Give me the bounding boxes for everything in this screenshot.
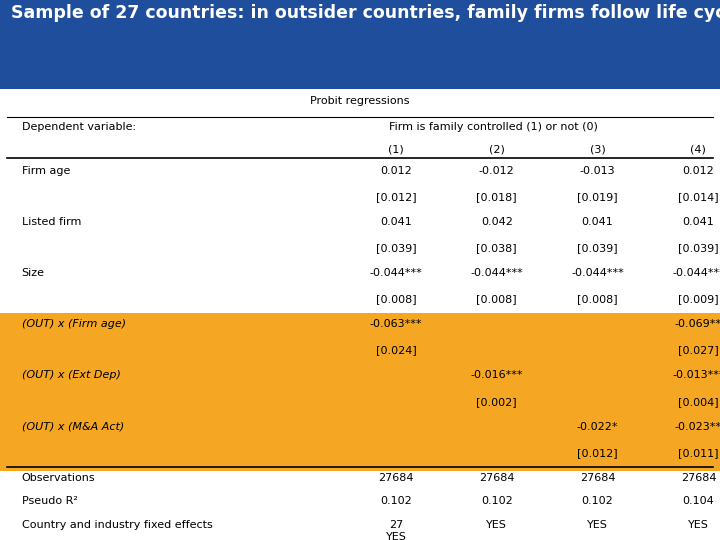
Text: (4): (4) bbox=[690, 144, 706, 154]
Text: 0.041: 0.041 bbox=[380, 217, 412, 227]
Text: [0.012]: [0.012] bbox=[577, 448, 618, 458]
Text: [0.038]: [0.038] bbox=[477, 243, 517, 253]
Text: [0.012]: [0.012] bbox=[376, 192, 416, 202]
Text: Observations: Observations bbox=[22, 473, 95, 483]
Text: YES: YES bbox=[487, 520, 507, 530]
Text: (2): (2) bbox=[489, 144, 505, 154]
Text: (OUT) x (M&A Act): (OUT) x (M&A Act) bbox=[22, 422, 124, 431]
Text: [0.019]: [0.019] bbox=[577, 192, 618, 202]
Text: Country and industry fixed effects: Country and industry fixed effects bbox=[22, 520, 212, 530]
Text: 0.012: 0.012 bbox=[683, 166, 714, 176]
Text: [0.027]: [0.027] bbox=[678, 346, 719, 355]
Text: Size: Size bbox=[22, 268, 45, 278]
Text: Firm age: Firm age bbox=[22, 166, 70, 176]
Text: 0.102: 0.102 bbox=[481, 496, 513, 507]
Text: Pseudo R²: Pseudo R² bbox=[22, 496, 78, 507]
Text: -0.044***: -0.044*** bbox=[470, 268, 523, 278]
Text: 0.102: 0.102 bbox=[582, 496, 613, 507]
Text: -0.063***: -0.063*** bbox=[370, 319, 422, 329]
Text: [0.008]: [0.008] bbox=[477, 294, 517, 304]
Text: 27684: 27684 bbox=[680, 473, 716, 483]
Text: (3): (3) bbox=[590, 144, 606, 154]
Text: [0.008]: [0.008] bbox=[577, 294, 618, 304]
Text: Sample of 27 countries: in outsider countries, family firms follow life cycle, e: Sample of 27 countries: in outsider coun… bbox=[11, 4, 720, 23]
Text: 0.042: 0.042 bbox=[481, 217, 513, 227]
Text: -0.044***: -0.044*** bbox=[672, 268, 720, 278]
Text: 0.012: 0.012 bbox=[380, 166, 412, 176]
Text: -0.013***: -0.013*** bbox=[672, 370, 720, 381]
Text: [0.039]: [0.039] bbox=[678, 243, 719, 253]
Text: Listed firm: Listed firm bbox=[22, 217, 81, 227]
Text: YES: YES bbox=[688, 520, 708, 530]
Text: [0.024]: [0.024] bbox=[376, 346, 416, 355]
Text: [0.039]: [0.039] bbox=[577, 243, 618, 253]
Text: [0.002]: [0.002] bbox=[477, 397, 517, 407]
Text: -0.016***: -0.016*** bbox=[471, 370, 523, 381]
Text: (OUT) x (Ext Dep): (OUT) x (Ext Dep) bbox=[22, 370, 120, 381]
Text: [0.014]: [0.014] bbox=[678, 192, 719, 202]
Text: -0.013: -0.013 bbox=[580, 166, 616, 176]
Text: 0.104: 0.104 bbox=[683, 496, 714, 507]
Text: -0.012: -0.012 bbox=[479, 166, 515, 176]
Text: 27
YES: 27 YES bbox=[386, 520, 406, 540]
Text: -0.022*: -0.022* bbox=[577, 422, 618, 431]
Text: (OUT) x (Firm age): (OUT) x (Firm age) bbox=[22, 319, 126, 329]
Text: [0.018]: [0.018] bbox=[477, 192, 517, 202]
Text: [0.009]: [0.009] bbox=[678, 294, 719, 304]
Text: 0.041: 0.041 bbox=[582, 217, 613, 227]
Text: 27684: 27684 bbox=[580, 473, 616, 483]
Text: (1): (1) bbox=[388, 144, 404, 154]
Text: [0.039]: [0.039] bbox=[376, 243, 416, 253]
Text: 27684: 27684 bbox=[479, 473, 515, 483]
Text: 0.041: 0.041 bbox=[683, 217, 714, 227]
Text: -0.023**: -0.023** bbox=[675, 422, 720, 431]
Text: YES: YES bbox=[588, 520, 608, 530]
Text: -0.044***: -0.044*** bbox=[369, 268, 423, 278]
Bar bbox=[0, 313, 720, 471]
Text: 27684: 27684 bbox=[378, 473, 414, 483]
Text: [0.008]: [0.008] bbox=[376, 294, 416, 304]
Text: -0.069**: -0.069** bbox=[675, 319, 720, 329]
Text: -0.044***: -0.044*** bbox=[571, 268, 624, 278]
Text: [0.011]: [0.011] bbox=[678, 448, 719, 458]
Text: Firm is family controlled (1) or not (0): Firm is family controlled (1) or not (0) bbox=[389, 122, 598, 132]
Text: Probit regressions: Probit regressions bbox=[310, 96, 410, 106]
Text: Dependent variable:: Dependent variable: bbox=[22, 122, 136, 132]
Text: [0.004]: [0.004] bbox=[678, 397, 719, 407]
Text: 0.102: 0.102 bbox=[380, 496, 412, 507]
